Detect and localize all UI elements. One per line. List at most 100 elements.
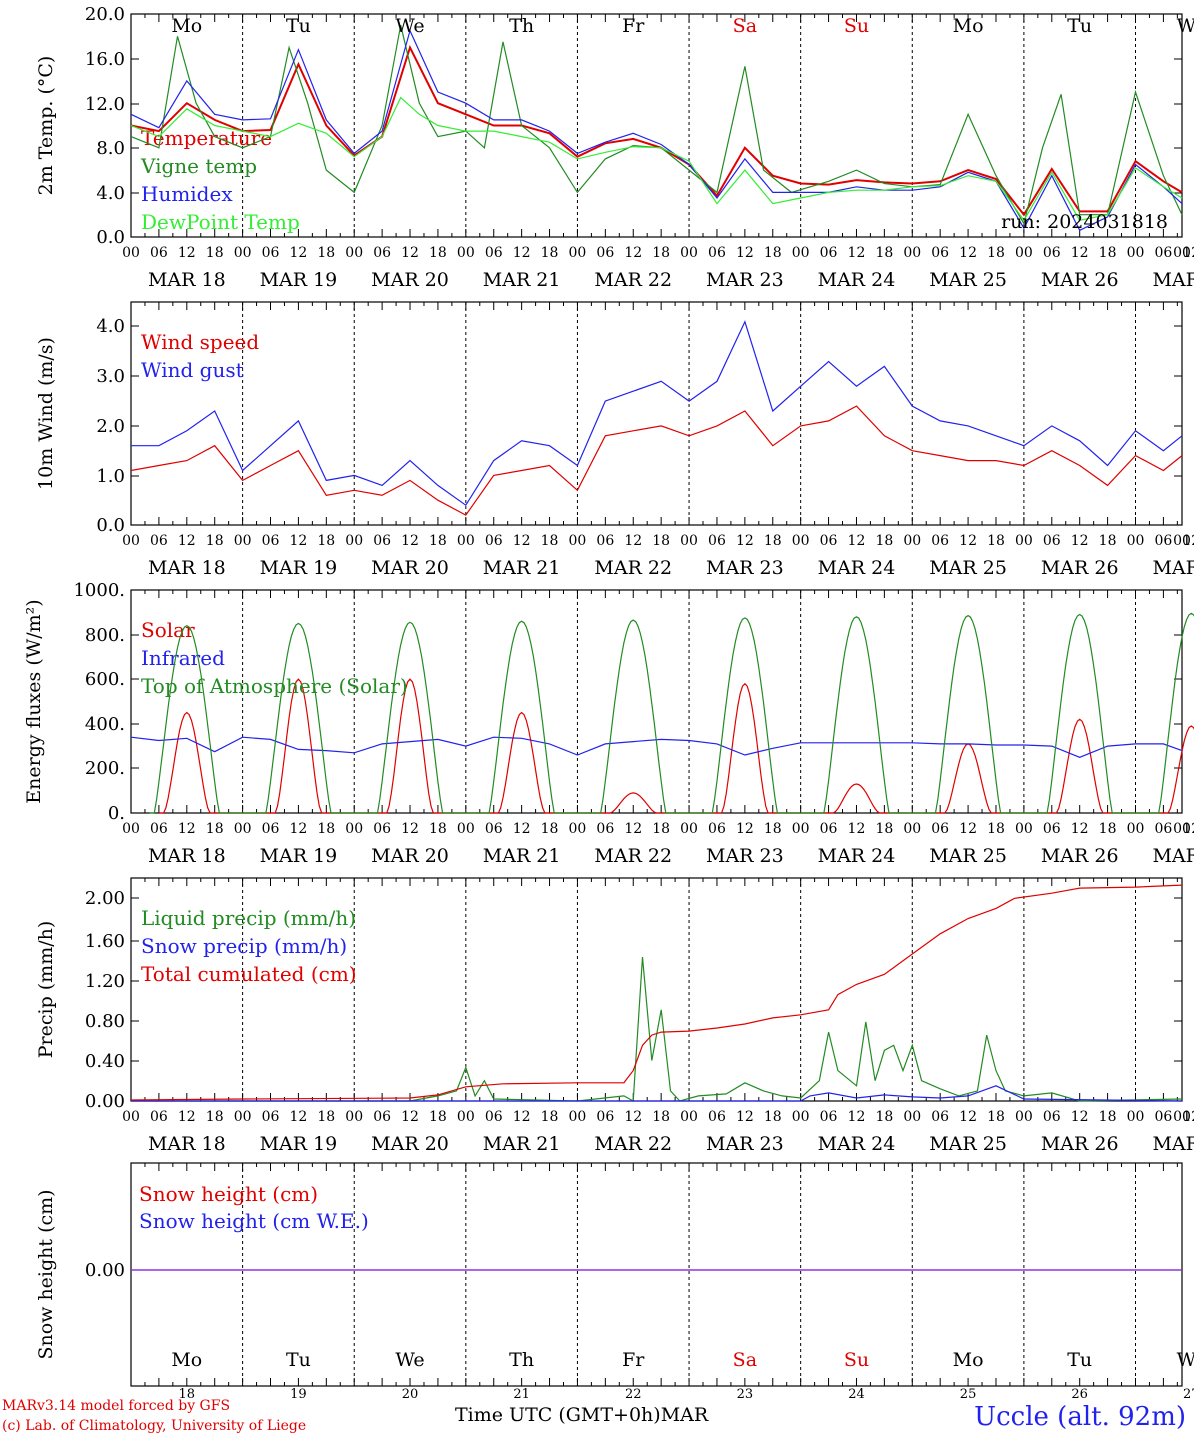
hour-label: 12 [1182,533,1194,549]
hour-label: 00 [680,245,698,261]
hour-label: 06 [262,245,280,261]
weekday-label-top: Su [844,15,869,37]
day-number-label: 22 [625,1387,642,1402]
hour-label: 12 [290,533,308,549]
hour-label: 12 [848,1109,866,1125]
series-line-liquid-precip-mm-h- [131,957,1183,1102]
hour-label: 06 [1043,245,1061,261]
date-label: MAR 23 [706,1133,784,1155]
y-tick-label: 4.0 [96,183,125,204]
hour-label: 18 [429,245,447,261]
hour-label: 18 [875,1109,893,1125]
date-label: MAR 24 [818,845,896,867]
y-tick-label: 2.00 [85,888,125,909]
hour-label: 00 [1127,1109,1145,1125]
hour-label: 18 [1099,821,1117,837]
date-label: MAR 19 [260,269,338,291]
hour-label: 00 [569,245,587,261]
hour-label: 18 [206,1109,224,1125]
hour-label: 06 [708,533,726,549]
day-number-label: 19 [290,1387,307,1402]
day-number-label: 23 [737,1387,754,1402]
hour-label: 06 [262,533,280,549]
series-line-dewpoint-temp [130,96,1183,222]
hour-label: 06 [373,821,391,837]
hour-label: 12 [736,533,754,549]
hour-label: 00 [122,1109,140,1125]
weekday-label-bottom: Th [509,1349,534,1371]
hour-label: 18 [429,1109,447,1125]
station-label: Uccle (alt. 92m) [974,1402,1186,1432]
weekday-label-top: Th [509,15,534,37]
date-label: MAR 20 [371,557,449,579]
hour-label: 12 [178,821,196,837]
hour-label: 06 [373,245,391,261]
y-tick-label: 4.0 [96,316,125,337]
hour-label: 18 [206,533,224,549]
hour-label-final: 00 [1173,821,1191,837]
y-axis-label: Energy fluxes (W/m²) [23,599,45,803]
hour-label: 12 [736,245,754,261]
hour-label: 00 [569,821,587,837]
date-label: MAR 24 [818,557,896,579]
hour-label: 00 [457,1109,475,1125]
y-tick-label: 0.00 [85,1091,125,1112]
y-tick-label: 0.80 [85,1011,125,1032]
series-line-snow-precip-mm-h- [131,1085,1183,1102]
hour-label: 00 [903,1109,921,1125]
weekday-label-bottom: Sa [733,1349,757,1371]
weekday-label-bottom: Tu [286,1349,311,1371]
legend-wind-gust: Wind gust [141,358,244,382]
hour-label: 12 [1182,821,1194,837]
hour-label: 06 [820,821,838,837]
y-tick-label: 3.0 [96,366,125,387]
hour-label: 18 [206,245,224,261]
hour-label: 18 [541,821,559,837]
legend-liquid-precip-mm-h-: Liquid precip (mm/h) [141,906,356,930]
legend-total-cumulated-cm-: Total cumulated (cm) [141,962,357,986]
hour-label: 06 [1154,1109,1172,1125]
hour-label: 12 [401,533,419,549]
y-tick-label: 1000. [73,580,125,601]
y-tick-label: 800. [85,625,125,646]
hour-label-final: 00 [1173,1109,1191,1125]
series-line-top-of-atmosphere-solar- [149,612,1194,814]
y-tick-label: 400. [85,714,125,735]
weekday-label-bottom: We [1177,1349,1194,1371]
hour-label: 06 [373,533,391,549]
series-line-humidex [130,28,1183,232]
hour-label: 00 [1015,1109,1033,1125]
y-tick-label: 2.0 [96,416,125,437]
weekday-label-bottom: Mo [171,1349,202,1371]
hour-label: 12 [401,245,419,261]
hour-label: 18 [1099,533,1117,549]
hour-label: 06 [931,1109,949,1125]
legend-humidex: Humidex [141,182,233,206]
hour-label: 00 [903,533,921,549]
hour-label: 12 [290,821,308,837]
date-label: MAR 25 [929,845,1007,867]
hour-label: 18 [875,533,893,549]
date-label: MAR 27 [1152,269,1194,291]
hour-label: 00 [1127,533,1145,549]
y-tick-label: 1.20 [85,971,125,992]
hour-label: 06 [1043,821,1061,837]
date-label: MAR 18 [148,1133,226,1155]
hour-label: 18 [1099,1109,1117,1125]
hour-label: 00 [1015,533,1033,549]
date-label: MAR 26 [1041,269,1119,291]
hour-label: 18 [317,533,335,549]
hour-label: 18 [652,1109,670,1125]
hour-label: 12 [1182,245,1194,261]
legend-dewpoint-temp: DewPoint Temp [141,210,300,234]
date-label: MAR 21 [483,845,561,867]
hour-label: 18 [987,245,1005,261]
hour-label: 18 [652,245,670,261]
hour-label: 00 [234,1109,252,1125]
hour-label: 00 [457,533,475,549]
series-line-wind-speed [130,405,1183,516]
hour-label: 12 [959,1109,977,1125]
hour-label: 12 [959,533,977,549]
hour-label: 12 [1071,245,1089,261]
hour-label: 00 [345,821,363,837]
